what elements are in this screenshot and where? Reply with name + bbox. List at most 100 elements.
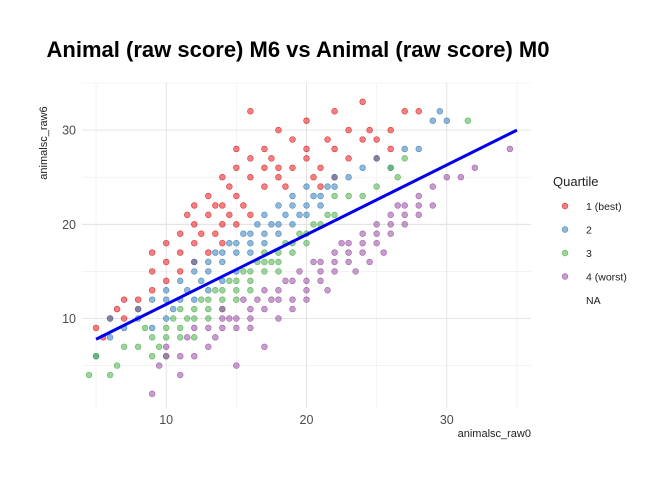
point-quartile-4-worst (359, 249, 366, 256)
point-quartile-3 (310, 221, 317, 228)
point-quartile-4-worst (219, 305, 226, 313)
trend-line-group (95, 128, 518, 341)
point-quartile-4-worst (338, 239, 345, 247)
point-quartile-3 (106, 371, 114, 379)
point-quartile-4-worst (345, 258, 352, 266)
point-quartile-2 (289, 221, 296, 228)
point-quartile-2 (106, 334, 114, 341)
point-quartile-2 (233, 239, 240, 247)
point-quartile-3 (303, 239, 310, 247)
point-quartile-4-worst (289, 305, 296, 313)
point-quartile-1-best (205, 192, 212, 200)
point-quartile-4-worst (303, 277, 310, 285)
point-quartile-2 (443, 117, 451, 124)
point-quartile-4-worst (233, 315, 240, 322)
data-points (85, 98, 514, 398)
point-quartile-1-best (401, 108, 408, 115)
point-quartile-4-worst (366, 258, 373, 266)
point-quartile-4-worst (415, 202, 422, 209)
point-quartile-3 (219, 296, 226, 303)
point-quartile-2 (324, 183, 331, 190)
point-quartile-2 (331, 174, 338, 181)
point-quartile-4-worst (162, 352, 170, 360)
point-quartile-3 (233, 296, 240, 303)
point-quartile-3 (191, 305, 198, 313)
point-quartile-4-worst (331, 258, 338, 266)
point-quartile-1-best (177, 249, 184, 256)
point-quartile-4-worst (373, 221, 380, 228)
point-quartile-3 (275, 268, 282, 275)
point-quartile-2 (212, 249, 219, 256)
point-quartile-4-worst (387, 211, 394, 219)
point-quartile-4-worst (289, 296, 296, 303)
point-quartile-4-worst (394, 202, 401, 209)
point-quartile-1-best (331, 108, 338, 115)
point-quartile-4-worst (177, 371, 184, 379)
point-quartile-1-best (184, 211, 191, 219)
point-quartile-2 (205, 287, 212, 294)
x-tick-label: 10 (159, 413, 173, 427)
point-quartile-3 (331, 192, 338, 200)
legend-label: 3 (586, 248, 592, 260)
point-quartile-2 (247, 249, 254, 256)
point-quartile-3 (240, 268, 247, 275)
point-quartile-1-best (261, 183, 268, 190)
point-quartile-1-best (240, 202, 247, 209)
point-quartile-2 (247, 239, 254, 247)
point-quartile-1-best (120, 315, 128, 322)
legend-label: 1 (best) (586, 201, 622, 213)
point-quartile-4-worst (212, 334, 219, 341)
point-quartile-2 (162, 315, 170, 322)
y-tick-label: 30 (62, 124, 76, 138)
point-quartile-1-best (148, 268, 156, 275)
point-quartile-1-best (177, 230, 184, 237)
point-quartile-1-best (162, 258, 170, 266)
point-quartile-4-worst (415, 211, 422, 219)
point-quartile-2 (331, 183, 338, 190)
point-quartile-4-worst (303, 287, 310, 294)
point-quartile-4-worst (324, 287, 331, 294)
point-quartile-4-worst (261, 287, 268, 294)
point-quartile-2 (162, 287, 170, 294)
point-quartile-1-best (247, 174, 254, 181)
point-quartile-2 (296, 211, 303, 219)
point-quartile-3 (275, 258, 282, 266)
point-quartile-4-worst (184, 334, 191, 341)
point-quartile-1-best (233, 221, 240, 228)
point-quartile-2 (415, 145, 422, 153)
point-quartile-1-best (113, 305, 121, 313)
point-quartile-3 (113, 362, 121, 369)
point-quartile-4-worst (289, 277, 296, 285)
x-axis-ticks: 10 20 30 (159, 413, 454, 427)
point-quartile-2 (373, 155, 380, 162)
point-quartile-3 (268, 258, 275, 266)
point-quartile-4-worst (191, 352, 198, 360)
point-quartile-1-best (226, 183, 233, 190)
point-quartile-1-best (177, 268, 184, 275)
point-quartile-3 (261, 268, 268, 275)
point-quartile-4-worst (296, 268, 303, 275)
point-quartile-4-worst (401, 221, 408, 228)
x-axis-title: animalsc_raw0 (458, 428, 531, 440)
point-quartile-1-best (317, 164, 324, 171)
point-quartile-4-worst (317, 258, 324, 266)
point-quartile-2 (240, 230, 247, 237)
point-quartile-4-worst (387, 221, 394, 228)
point-quartile-4-worst (303, 296, 310, 303)
point-quartile-3 (464, 117, 472, 124)
point-quartile-4-worst (177, 352, 184, 360)
point-quartile-3 (219, 287, 226, 294)
point-quartile-1-best (247, 211, 254, 219)
point-quartile-1-best (268, 155, 275, 162)
point-quartile-3 (92, 352, 100, 360)
point-quartile-2 (289, 202, 296, 209)
point-quartile-1-best (359, 136, 366, 143)
point-quartile-4-worst (275, 315, 282, 322)
point-quartile-1-best (289, 136, 296, 143)
point-quartile-4-worst (387, 230, 394, 237)
point-quartile-1-best (120, 296, 128, 303)
y-axis-ticks: 10 20 30 (62, 124, 76, 326)
point-quartile-4-worst (331, 268, 338, 275)
point-quartile-4-worst (317, 277, 324, 285)
point-quartile-3 (177, 324, 184, 332)
